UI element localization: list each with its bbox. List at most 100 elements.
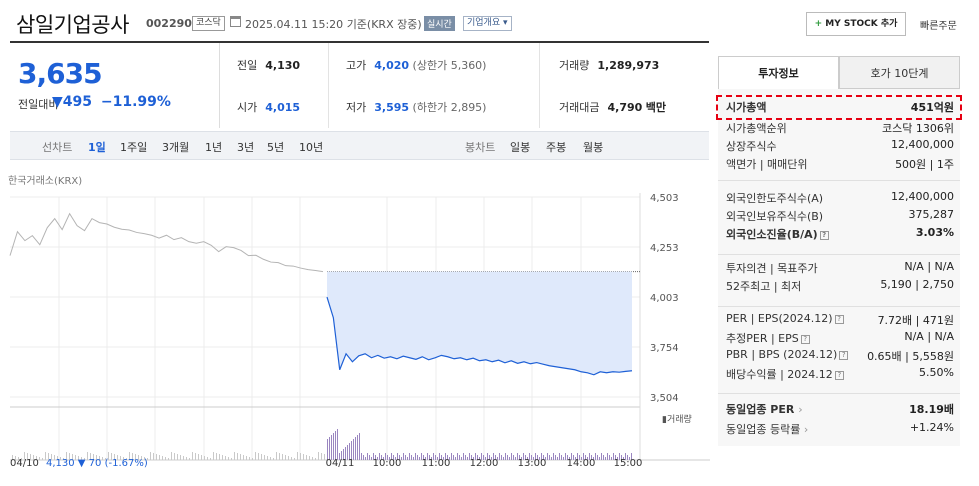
volume-bar bbox=[571, 453, 572, 460]
volume-bar bbox=[120, 456, 121, 460]
volume-bar bbox=[33, 455, 34, 460]
info-value: 3.03% bbox=[915, 226, 954, 239]
volume-bar bbox=[361, 453, 362, 460]
volume-bar bbox=[557, 457, 558, 460]
volume-bar bbox=[126, 458, 127, 460]
volume-bar bbox=[593, 457, 594, 460]
volume-bar bbox=[599, 457, 600, 460]
volume-bar bbox=[579, 455, 580, 460]
volume-bar bbox=[141, 456, 142, 460]
volume-bar bbox=[177, 454, 178, 460]
volume-bar bbox=[597, 455, 598, 460]
volume-bar bbox=[399, 455, 400, 460]
volume-bar bbox=[523, 453, 524, 460]
range-1y[interactable]: 1년 bbox=[205, 141, 223, 154]
volume-bar bbox=[129, 452, 130, 460]
info-value: 7.72배 | 471원 bbox=[877, 314, 954, 327]
volume-bar bbox=[479, 457, 480, 460]
volume-bar bbox=[75, 455, 76, 460]
volume-bar bbox=[531, 455, 532, 460]
tab-investment-info[interactable]: 투자정보 bbox=[718, 56, 839, 89]
info-value: N/A | N/A bbox=[904, 260, 954, 273]
volume-bar bbox=[409, 453, 410, 460]
volume-bar bbox=[447, 455, 448, 460]
range-1w[interactable]: 1주일 bbox=[120, 141, 148, 154]
info-sector-per: 동일업종 PER › 18.19배 bbox=[726, 401, 954, 419]
volume-bar bbox=[78, 456, 79, 460]
volume-bar bbox=[407, 457, 408, 460]
volume-bar bbox=[54, 455, 55, 460]
volume-bar bbox=[315, 458, 316, 460]
info-value: 451억원 bbox=[910, 101, 954, 114]
volume-bar bbox=[429, 455, 430, 460]
candle-monthly[interactable]: 월봉 bbox=[583, 141, 604, 154]
chevron-down-icon: ▾ bbox=[503, 18, 508, 28]
volume-bar bbox=[329, 437, 330, 460]
volume-bar bbox=[589, 453, 590, 460]
stock-name: 삼일기업공사 bbox=[16, 13, 129, 37]
info-key: 52주최고 | 최저 bbox=[726, 280, 802, 293]
volume-bar bbox=[367, 453, 368, 460]
volume-bar bbox=[48, 453, 49, 460]
range-3m[interactable]: 3개월 bbox=[162, 141, 190, 154]
volume-bar bbox=[541, 453, 542, 460]
today-line bbox=[326, 296, 633, 376]
volume-bar bbox=[559, 453, 560, 460]
candle-daily[interactable]: 일봉 bbox=[510, 141, 531, 154]
info-key: 외국인보유주식수(B) bbox=[726, 210, 824, 223]
info-key: 추정PER | EPS? bbox=[726, 330, 810, 346]
range-10y[interactable]: 10년 bbox=[299, 141, 324, 154]
market-cap-highlight bbox=[716, 95, 962, 120]
info-foreign-ratio: 외국인소진율(B/A)? 3.03% bbox=[726, 226, 954, 244]
volume-bar bbox=[477, 455, 478, 460]
volume-bar bbox=[585, 455, 586, 460]
volume-bar bbox=[509, 457, 510, 460]
volume-bar bbox=[102, 457, 103, 460]
volume-bar bbox=[569, 457, 570, 460]
volume-bar bbox=[99, 456, 100, 460]
volume-bar bbox=[318, 452, 319, 460]
volume-bar bbox=[511, 453, 512, 460]
range-1d[interactable]: 1일 bbox=[88, 141, 106, 154]
volume-bar bbox=[150, 452, 151, 460]
volume-bar bbox=[377, 457, 378, 460]
volume-bar bbox=[401, 457, 402, 460]
volume-bar bbox=[545, 457, 546, 460]
volume-bar bbox=[321, 453, 322, 460]
info-par-value: 액면가 | 매매단위 500원 | 1주 bbox=[726, 156, 954, 174]
volume-bar bbox=[455, 457, 456, 460]
volume-bar bbox=[621, 455, 622, 460]
volume-bar bbox=[60, 457, 61, 460]
volume-bar bbox=[162, 456, 163, 460]
volume-bar bbox=[159, 455, 160, 460]
volume-bar bbox=[347, 445, 348, 460]
volume-bar bbox=[375, 455, 376, 460]
volume-bar bbox=[21, 458, 22, 460]
range-5y[interactable]: 5년 bbox=[267, 141, 285, 154]
volume-bar bbox=[234, 452, 235, 460]
info-market-cap: 시가총액 451억원 bbox=[726, 99, 954, 117]
volume-bar bbox=[333, 433, 334, 460]
volume-bar bbox=[383, 457, 384, 460]
header: 삼일기업공사 002290 코스닥 2025.04.11 15:20 기준(KR… bbox=[0, 0, 979, 42]
add-mystock-button[interactable]: + MY STOCK 추가 bbox=[806, 12, 906, 36]
volume-bar bbox=[431, 457, 432, 460]
info-dividend: 배당수익률 | 2024.12? 5.50% bbox=[726, 366, 954, 384]
tab-hoga-10[interactable]: 호가 10단계 bbox=[839, 56, 960, 89]
candle-weekly[interactable]: 주봉 bbox=[546, 141, 567, 154]
volume-bar bbox=[207, 457, 208, 460]
range-3y[interactable]: 3년 bbox=[237, 141, 255, 154]
volume-bar bbox=[282, 454, 283, 460]
company-overview-button[interactable]: 기업개요 ▾ bbox=[463, 16, 512, 31]
info-value: N/A | N/A bbox=[904, 330, 954, 343]
volume-bar bbox=[453, 455, 454, 460]
quick-order-link[interactable]: 빠른주문 bbox=[920, 21, 957, 32]
volume-bar bbox=[577, 453, 578, 460]
volume-bar bbox=[525, 455, 526, 460]
volume-bar bbox=[381, 455, 382, 460]
volume-bar bbox=[425, 457, 426, 460]
volume-bar bbox=[519, 455, 520, 460]
info-opinion: 투자의견 | 목표주가 N/A | N/A bbox=[726, 260, 954, 278]
volume-bar bbox=[489, 455, 490, 460]
volume-bar bbox=[168, 458, 169, 460]
